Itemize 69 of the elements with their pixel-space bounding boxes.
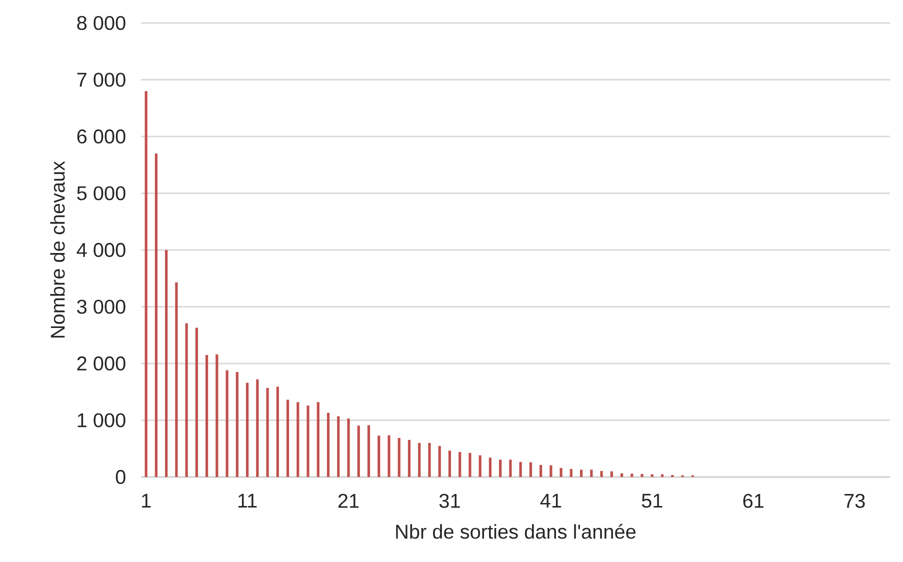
bar <box>610 471 613 477</box>
bar <box>216 354 218 477</box>
x-tick-label: 41 <box>540 494 562 508</box>
bar <box>236 372 238 477</box>
bar <box>144 91 148 477</box>
bar <box>398 438 400 477</box>
bar <box>488 458 492 477</box>
bar <box>326 412 330 477</box>
x-tick-label: 11 <box>238 494 257 508</box>
bar <box>478 455 482 477</box>
bar <box>246 382 249 477</box>
y-tick-label: 8 000 <box>77 16 126 30</box>
y-tick-label: 5 000 <box>77 186 126 200</box>
bar <box>560 468 562 477</box>
y-tick-label: 7 000 <box>77 72 126 87</box>
bar <box>206 354 208 477</box>
x-tick-label: 61 <box>743 494 764 508</box>
bar <box>458 452 462 477</box>
bar <box>256 379 259 477</box>
bar <box>226 370 228 477</box>
bar <box>529 462 532 477</box>
bar <box>367 425 370 477</box>
bar <box>519 462 522 477</box>
bar <box>185 323 188 477</box>
y-tick-label: 0 <box>116 470 126 484</box>
x-tick-label: 51 <box>642 494 662 508</box>
bar <box>357 426 360 477</box>
bar <box>286 400 290 477</box>
bar <box>438 446 441 477</box>
x-tick-label: 21 <box>338 494 359 508</box>
bar <box>630 474 634 477</box>
bar <box>468 452 472 477</box>
bar <box>580 470 583 477</box>
bar <box>388 435 390 477</box>
bar <box>306 405 310 477</box>
bar <box>276 386 279 477</box>
bar <box>266 388 269 477</box>
x-tick-label: 1 <box>142 494 151 508</box>
bar <box>408 440 411 477</box>
bar <box>337 416 340 477</box>
x-tick-label: 73 <box>844 494 865 508</box>
bar <box>175 282 178 477</box>
bar <box>195 328 198 477</box>
bar <box>296 402 300 477</box>
y-tick-label: 2 000 <box>77 356 126 371</box>
bar <box>347 418 350 477</box>
y-axis-title: Nombre de chevaux <box>50 161 65 338</box>
bar <box>418 442 421 477</box>
bar <box>640 474 644 477</box>
x-axis-title: Nbr de sorties dans l'année <box>396 524 636 539</box>
bar <box>154 154 158 477</box>
bar <box>316 402 320 477</box>
bar <box>378 436 380 477</box>
bar <box>428 442 431 477</box>
bar <box>570 468 572 477</box>
y-tick-label: 3 000 <box>77 300 126 314</box>
bar <box>600 470 603 477</box>
bar <box>165 250 168 477</box>
bar <box>620 473 624 477</box>
y-tick-label: 1 000 <box>78 413 126 428</box>
bar <box>590 470 593 477</box>
bar <box>550 465 552 477</box>
bar <box>448 450 452 477</box>
bar <box>509 460 512 477</box>
bar <box>540 464 542 477</box>
y-tick-label: 4 000 <box>76 242 126 258</box>
y-tick-label: 6 000 <box>77 129 126 144</box>
bar <box>499 460 502 477</box>
x-tick-label: 31 <box>439 494 460 508</box>
